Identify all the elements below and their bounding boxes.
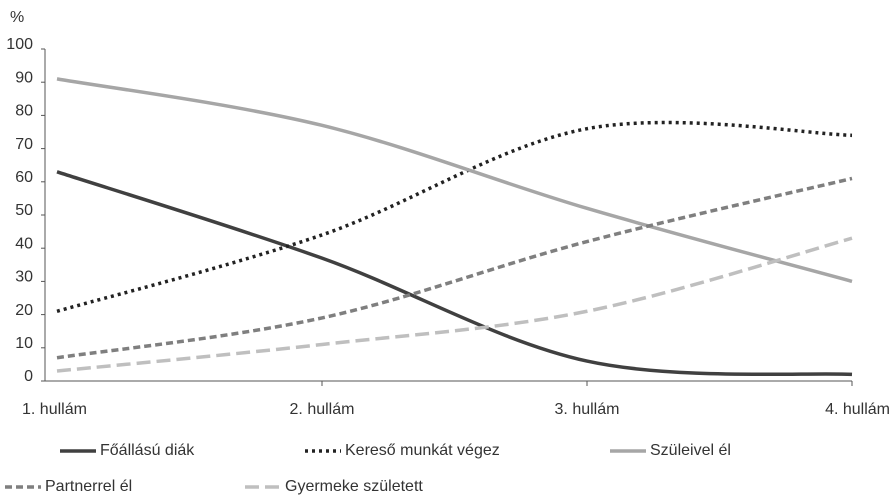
- legend-label: Főállású diák: [100, 442, 195, 459]
- line-series: [56, 77, 853, 284]
- y-tick-label: 30: [15, 269, 33, 286]
- y-tick-label: 70: [15, 136, 33, 153]
- legend-label: Kereső munkát végez: [345, 442, 500, 459]
- line-series: [56, 176, 853, 360]
- legend-label: Gyermeke született: [285, 478, 423, 495]
- line-series: [56, 236, 853, 373]
- x-tick-label: 2. hullám: [290, 401, 355, 418]
- y-tick-label: 20: [15, 302, 33, 319]
- legend-label: Partnerrel él: [45, 478, 132, 495]
- line-series: [56, 170, 853, 377]
- x-tick-label: 4. hullám: [825, 401, 890, 418]
- y-tick-label: 60: [15, 169, 33, 186]
- y-axis-label: %: [10, 9, 24, 26]
- y-tick-label: 80: [15, 103, 33, 120]
- y-tick-label: 100: [6, 36, 33, 53]
- x-tick-label: 3. hullám: [555, 401, 620, 418]
- y-tick-label: 0: [24, 368, 33, 385]
- line-series: [56, 120, 853, 313]
- legend-label: Szüleivel él: [650, 442, 731, 459]
- y-tick-label: 50: [15, 202, 33, 219]
- y-tick-label: 40: [15, 235, 33, 252]
- y-tick-label: 10: [15, 335, 33, 352]
- x-tick-label: 1. hullám: [22, 401, 87, 418]
- y-tick-label: 90: [15, 69, 33, 86]
